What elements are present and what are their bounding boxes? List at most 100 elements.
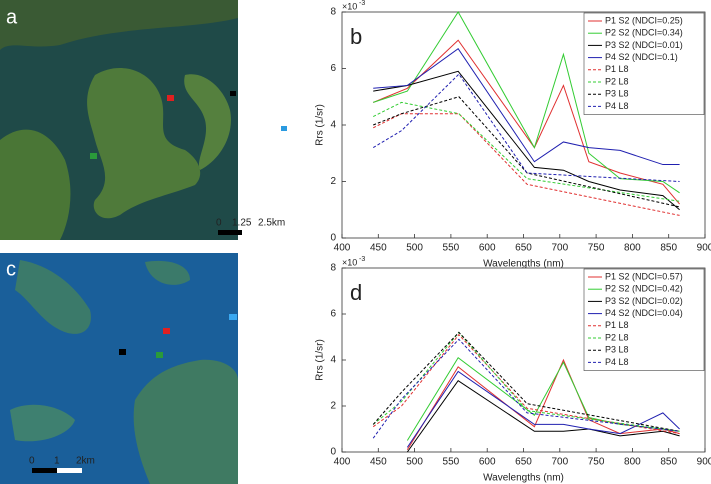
y-axis-label: Rrs (1/sr): [315, 104, 326, 146]
legend-label: P1 S2 (NDCI=0.25): [605, 15, 683, 25]
series-line: [372, 331, 680, 432]
legend-label: P3 S2 (NDCI=0.01): [605, 40, 683, 50]
land: [184, 74, 231, 170]
x-tick-label: 700: [551, 457, 568, 468]
x-tick-label: 700: [551, 243, 568, 254]
legend-label: P3 L8: [605, 89, 629, 99]
x-tick-label: 650: [515, 457, 532, 468]
x-tick-label: 500: [406, 243, 423, 254]
y-tick-label: 0: [330, 447, 336, 458]
series-line: [373, 96, 680, 208]
scale-label: 0: [29, 456, 35, 467]
series-line: [373, 11, 680, 194]
panel-label: d: [350, 280, 362, 305]
scale-bar: [32, 468, 57, 473]
y-tick-label: 0: [330, 233, 336, 244]
legend-label: P3 L8: [605, 345, 629, 355]
legend-label: P1 S2 (NDCI=0.57): [605, 271, 683, 281]
x-tick-label: 550: [443, 243, 460, 254]
legend-label: P4 L8: [605, 101, 629, 111]
scale-bar: [242, 230, 268, 235]
series-line: [373, 70, 680, 211]
y-tick-label: 8: [330, 263, 336, 274]
x-axis-label: Wavelengths (nm): [483, 473, 564, 484]
series-line: [372, 333, 680, 435]
y-tick-label: 2: [330, 401, 336, 412]
land: [145, 260, 190, 285]
legend: [583, 12, 705, 115]
legend-label: P2 S2 (NDCI=0.42): [605, 284, 683, 294]
site-marker: [167, 95, 174, 101]
scale-bar: [57, 468, 82, 473]
x-tick-label: 600: [479, 457, 496, 468]
land: [87, 67, 201, 219]
y-tick-label: 6: [330, 309, 336, 320]
land: [15, 260, 91, 334]
legend-label: P4 S2 (NDCI=0.04): [605, 308, 683, 318]
site-marker: [230, 91, 236, 96]
x-tick-label: 800: [624, 243, 641, 254]
x-tick-label: 900: [697, 457, 711, 468]
scale-label: 0: [216, 218, 222, 229]
legend: [583, 268, 705, 371]
scale-label: 1.25: [232, 218, 252, 229]
x-tick-label: 750: [588, 457, 605, 468]
legend-label: P4 L8: [605, 357, 629, 367]
panel-label: c: [6, 258, 16, 280]
x-tick-label: 450: [370, 243, 387, 254]
series-line: [372, 338, 680, 439]
x-tick-label: 800: [624, 457, 641, 468]
charts: 400 450 500 550 600 650 700 750 800 850 900 0 2 4 6 8 Wa…: [315, 0, 711, 484]
land: [133, 359, 238, 484]
land: [10, 404, 75, 442]
site-marker: [281, 126, 287, 131]
x-tick-label: 500: [406, 457, 423, 468]
x-tick-label: 850: [660, 457, 677, 468]
site-marker: [163, 328, 170, 334]
y-multiplier-exponent: -3: [359, 256, 365, 263]
site-marker: [119, 349, 126, 355]
panel-label: b: [350, 24, 362, 49]
series-line: [406, 370, 680, 448]
legend-label: P3 S2 (NDCI=0.02): [605, 296, 683, 306]
legend-label: P1 L8: [605, 64, 629, 74]
series-line: [372, 73, 680, 182]
legend-label: P2 L8: [605, 332, 629, 342]
land: [0, 0, 238, 50]
x-axis-label: Wavelengths (nm): [483, 259, 564, 270]
scale-label: 2.5km: [258, 218, 285, 229]
y-tick-label: 4: [330, 120, 336, 131]
legend-label: P2 L8: [605, 76, 629, 86]
series-line: [406, 380, 680, 453]
y-multiplier: ×10: [342, 1, 357, 11]
x-tick-label: 600: [479, 243, 496, 254]
y-tick-label: 2: [330, 176, 336, 187]
satellite-image-c: c 0 1 2km: [0, 253, 238, 484]
x-tick-label: 850: [660, 243, 677, 254]
x-tick-label: 400: [334, 457, 351, 468]
satellite-image-a: a 0 1.25 2.5km: [0, 0, 285, 240]
y-multiplier-exponent: -3: [359, 0, 365, 7]
y-axis-label: Rrs (1/sr): [315, 339, 326, 381]
y-tick-label: 4: [330, 355, 336, 366]
x-tick-label: 450: [370, 457, 387, 468]
x-tick-label: 550: [443, 457, 460, 468]
legend-label: P1 L8: [605, 320, 629, 330]
x-tick-label: 650: [515, 243, 532, 254]
series-line: [372, 113, 680, 216]
site-marker: [229, 314, 237, 320]
land: [0, 129, 71, 240]
x-tick-label: 900: [697, 243, 711, 254]
series-line: [373, 48, 680, 166]
x-tick-label: 750: [588, 243, 605, 254]
y-multiplier: ×10: [342, 257, 357, 267]
panel-label: a: [6, 6, 18, 28]
x-tick-label: 400: [334, 243, 351, 254]
series-line: [372, 101, 680, 202]
y-tick-label: 8: [330, 7, 336, 18]
scale-label: 1: [54, 456, 60, 467]
scale-bar: [218, 230, 243, 235]
y-tick-label: 6: [330, 63, 336, 74]
site-marker: [156, 352, 163, 358]
